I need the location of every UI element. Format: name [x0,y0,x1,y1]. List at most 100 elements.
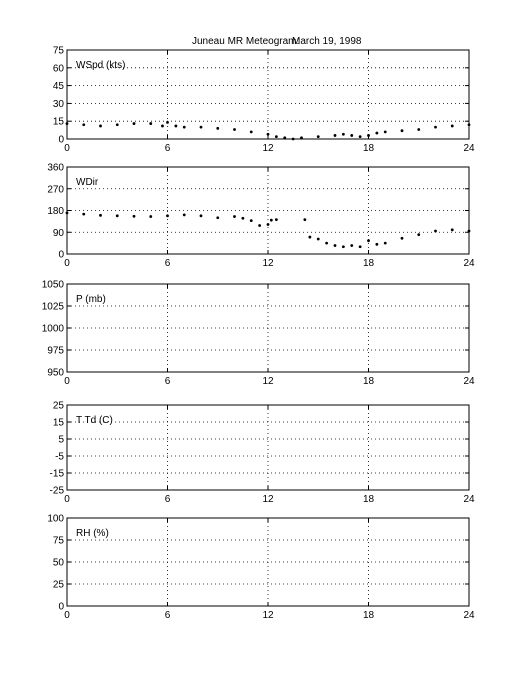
data-point [241,216,245,220]
x-tick-label: 0 [64,494,70,505]
y-tick-label: 0 [58,250,64,261]
y-tick-label: 50 [53,558,65,569]
x-tick-label: 6 [165,610,171,621]
y-tick-label: 15 [53,117,65,128]
panel-label: T Td (C) [76,415,113,426]
data-point [65,122,69,125]
data-point [266,223,270,226]
x-tick-label: 18 [363,258,375,269]
y-tick-label: 1000 [42,324,65,335]
data-point [333,244,337,247]
data-point [316,135,320,139]
panel-5: 0 6 12 18 24 0 25 50 75 100 RH (%) [47,514,475,622]
y-tick-label: 950 [47,368,64,379]
y-tick-label: 0 [58,135,64,146]
panel-4: 0 6 12 18 24 -25 -15 -5 5 15 25 T Td (C) [50,401,475,506]
data-point [283,136,287,140]
data-point [358,135,362,139]
data-point [375,131,379,135]
data-point [300,136,303,140]
data-point [358,245,362,249]
data-point [99,213,102,217]
data-point [132,122,136,125]
x-tick-label: 24 [463,258,475,269]
data-point [450,228,454,232]
panel-1: 0 6 12 18 24 0 15 30 45 60 75 WSpd (kts) [53,46,475,155]
data-point [161,124,164,128]
panel-3: 0 6 12 18 24 950 975 1000 1025 1050 P (mb) [42,280,475,388]
x-tick-label: 6 [165,143,171,154]
data-point [82,123,86,127]
data-point [65,211,69,215]
data-point [367,134,370,137]
y-tick-label: 90 [53,228,65,239]
data-point [99,124,102,128]
x-tick-label: 0 [64,258,70,269]
x-tick-label: 24 [463,376,475,387]
y-tick-label: -15 [50,469,65,480]
data-point [333,134,337,137]
y-tick-label: -5 [55,452,64,463]
y-tick-label: 30 [53,99,65,110]
y-tick-label: 5 [58,435,64,446]
x-tick-label: 6 [165,494,171,505]
data-point [400,236,404,240]
data-point [467,123,471,127]
data-point [199,125,203,129]
data-point [132,214,136,218]
data-point [350,244,354,247]
data-point [308,235,312,239]
data-point [383,130,387,134]
panel-label: WDir [76,177,99,188]
data-point [115,123,119,127]
x-tick-label: 0 [64,376,70,387]
data-point [434,229,437,233]
x-tick-label: 12 [262,376,274,387]
y-tick-label: 75 [53,536,65,547]
y-tick-label: 60 [53,63,65,74]
y-tick-label: -25 [50,486,65,497]
figure-title-right: March 19, 1998 [292,36,362,47]
y-tick-label: 1025 [42,302,65,313]
data-point [266,132,270,136]
y-tick-label: 45 [53,81,65,92]
data-point [375,242,379,246]
x-tick-label: 18 [363,610,375,621]
x-tick-label: 6 [165,376,171,387]
y-tick-label: 25 [53,580,65,591]
data-point [467,229,471,233]
x-tick-label: 0 [64,143,70,154]
data-point [274,135,278,139]
data-point [166,214,169,218]
data-point [258,224,262,227]
y-tick-label: 975 [47,346,64,357]
data-point [341,245,345,249]
data-point [417,128,421,131]
data-point [233,128,236,131]
x-tick-label: 24 [463,610,475,621]
data-point [199,214,203,218]
x-tick-label: 12 [262,494,274,505]
panel-label: P (mb) [76,294,106,305]
data-point [149,122,153,125]
x-tick-label: 0 [64,610,70,621]
data-point [249,130,253,134]
data-point [291,137,295,141]
data-point [450,124,454,128]
data-point [182,213,186,217]
data-point [274,218,278,222]
data-point [316,237,320,241]
y-tick-label: 360 [47,163,64,174]
x-tick-label: 24 [463,494,475,505]
x-tick-label: 18 [363,494,375,505]
data-point [216,216,220,220]
panel-2: 0 6 12 18 24 0 90 180 270 360 WDir [47,163,475,270]
data-point [367,239,370,243]
data-point [350,134,354,137]
y-tick-label: 75 [53,46,65,57]
data-point [216,126,220,130]
x-tick-label: 12 [262,258,274,269]
data-point [182,125,186,129]
y-tick-label: 25 [53,401,65,412]
data-point [82,212,86,216]
